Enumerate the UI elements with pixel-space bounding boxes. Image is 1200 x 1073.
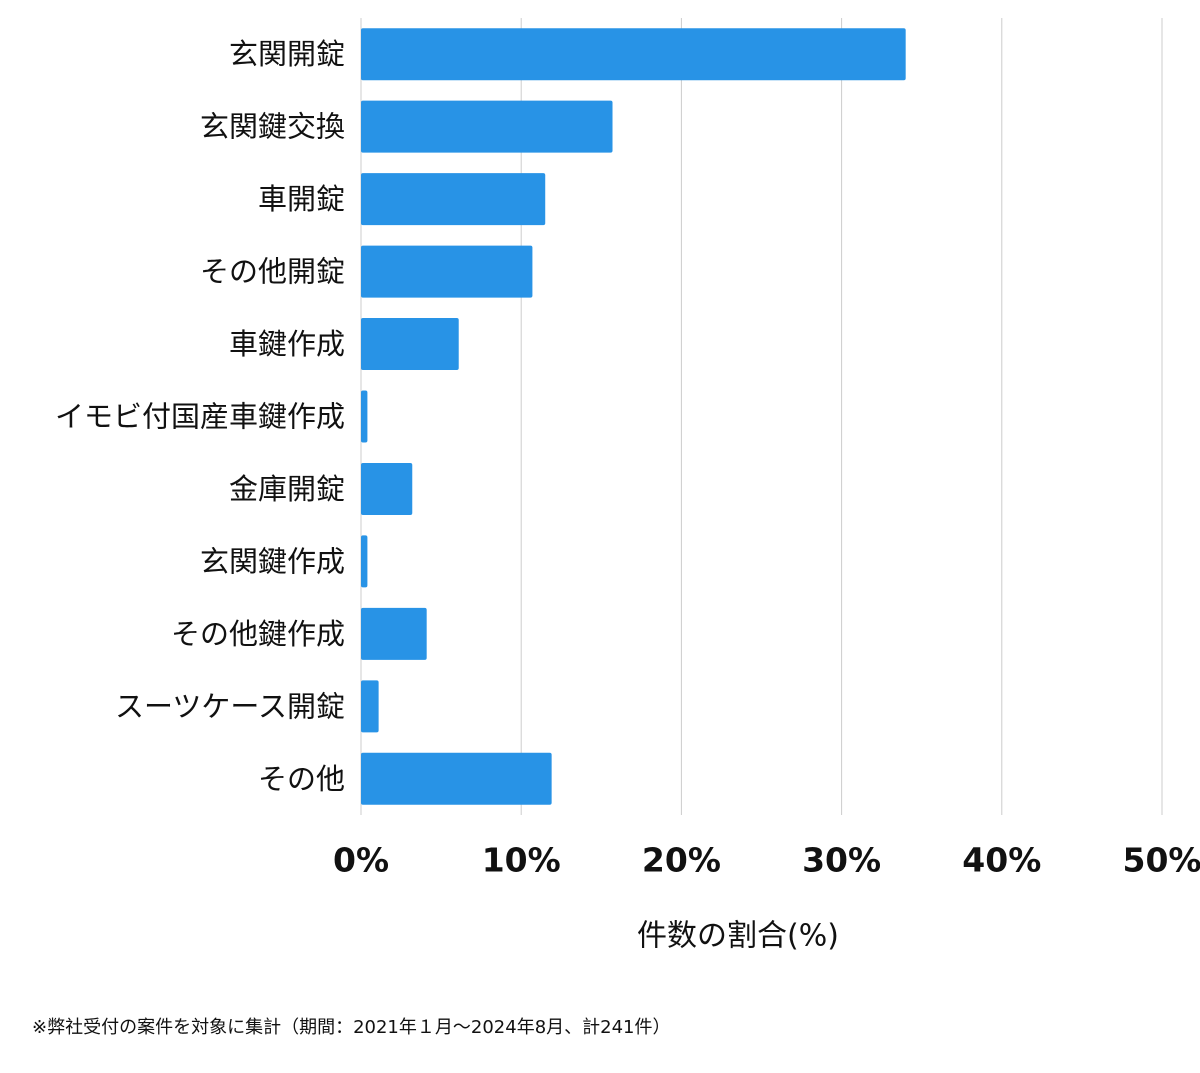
bar — [361, 318, 459, 370]
bar — [361, 28, 906, 80]
y-tick-label: その他開錠 — [200, 255, 345, 289]
y-tick-label: その他鍵作成 — [171, 617, 345, 651]
y-tick-label: スーツケース開錠 — [115, 689, 345, 723]
y-tick-label: 車開錠 — [258, 182, 345, 216]
bar — [361, 535, 367, 587]
footnote: ※弊社受付の案件を対象に集計（期間：2021年１月～2024年8月、計241件） — [32, 1017, 671, 1038]
x-tick-label: 0% — [333, 841, 389, 880]
bar — [361, 391, 367, 443]
y-tick-label: イモビ付国産車鍵作成 — [55, 400, 345, 434]
y-tick-label: 玄関鍵作成 — [200, 544, 345, 578]
x-tick-label: 50% — [1123, 841, 1200, 880]
x-tick-label: 20% — [642, 841, 721, 880]
x-tick-label: 30% — [802, 841, 881, 880]
y-tick-label: 玄関鍵交換 — [200, 110, 345, 144]
x-tick-label: 40% — [962, 841, 1041, 880]
x-tick-label: 10% — [482, 841, 561, 880]
y-tick-label: 金庫開錠 — [229, 472, 345, 506]
bar — [361, 173, 545, 225]
bar — [361, 101, 613, 153]
bar — [361, 246, 532, 298]
y-tick-label: 玄関開錠 — [229, 37, 345, 71]
bar — [361, 608, 427, 660]
y-tick-label: その他 — [258, 762, 345, 796]
y-tick-label: 車鍵作成 — [229, 327, 345, 361]
bar — [361, 463, 412, 515]
bar — [361, 680, 379, 732]
x-axis-label: 件数の割合(%) — [637, 919, 839, 954]
bar — [361, 753, 552, 805]
